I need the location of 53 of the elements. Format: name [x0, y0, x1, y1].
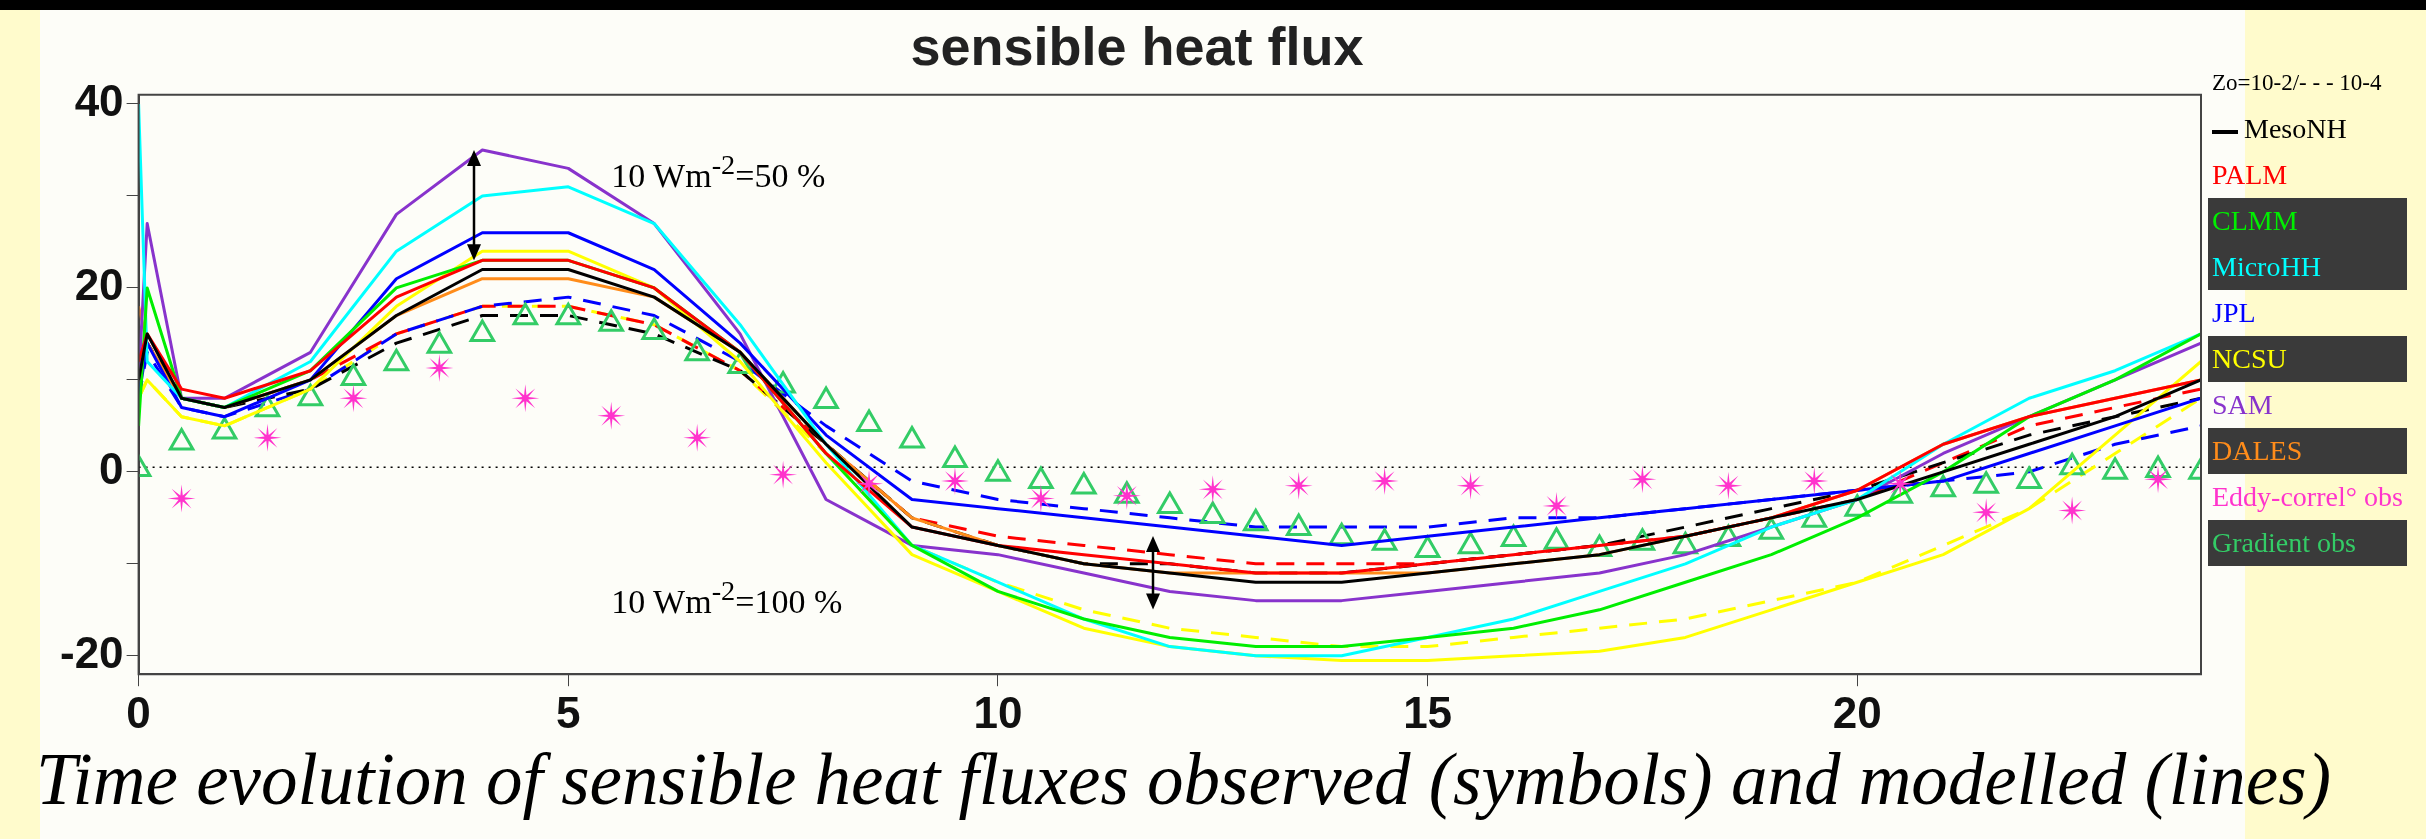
text: PALM	[2212, 159, 2288, 190]
x-tick-label: 5	[556, 687, 581, 737]
point	[168, 427, 195, 451]
x-tick-label: 20	[1832, 687, 1882, 737]
point	[1028, 466, 1054, 490]
series-label: Gradient obs	[2212, 527, 2356, 558]
text: Time evolution of sensible heat fluxes observed (symbols) and modelled (lines)	[36, 738, 2331, 822]
series-label: Eddy-correl° obs	[2212, 481, 2403, 512]
point	[1285, 513, 1312, 536]
text: DALES	[2212, 435, 2303, 466]
point	[856, 409, 882, 433]
point	[297, 383, 324, 407]
point	[598, 309, 624, 332]
series-label: MicroHH	[2212, 251, 2321, 282]
annotation: 10 Wm$^{-2}$=50 %	[611, 149, 826, 195]
point	[942, 445, 968, 468]
series-label: NCSU	[2212, 343, 2287, 374]
point	[1457, 531, 1484, 555]
point	[426, 331, 453, 354]
point	[899, 426, 925, 449]
point	[1973, 471, 1999, 494]
point	[340, 363, 367, 387]
point	[1200, 501, 1226, 525]
text: CLMM	[2212, 205, 2298, 236]
y-tick-label: 20	[74, 260, 124, 310]
annotation: 10 Wm$^{-2}$=100 %	[611, 575, 843, 621]
point	[1242, 508, 1269, 532]
point	[985, 459, 1011, 482]
point	[383, 348, 410, 372]
point	[2059, 452, 2085, 476]
y-tick-label: 0	[99, 444, 124, 494]
point	[1500, 524, 1527, 548]
legend-label: MesoNH	[2244, 113, 2347, 144]
chart-title: sensible heat flux	[910, 16, 1364, 77]
point	[211, 416, 238, 440]
point	[813, 386, 839, 410]
point	[2016, 466, 2042, 490]
y-tick-label: 40	[74, 76, 124, 126]
text: JPL	[2212, 297, 2256, 328]
point	[641, 317, 667, 341]
point	[1071, 472, 1097, 495]
y-tick-label: -20	[60, 627, 124, 677]
legend-title: Zo=10-2/- - - 10-4	[2211, 69, 2383, 97]
series-label: SAM	[2212, 389, 2273, 420]
point	[1414, 535, 1441, 559]
point	[512, 302, 539, 326]
point	[1157, 491, 1183, 514]
point	[684, 338, 710, 362]
point	[555, 302, 582, 326]
x-tick-label: 10	[973, 687, 1023, 737]
x-tick-label: 15	[1403, 687, 1453, 737]
point	[469, 319, 496, 342]
point	[2102, 457, 2128, 480]
